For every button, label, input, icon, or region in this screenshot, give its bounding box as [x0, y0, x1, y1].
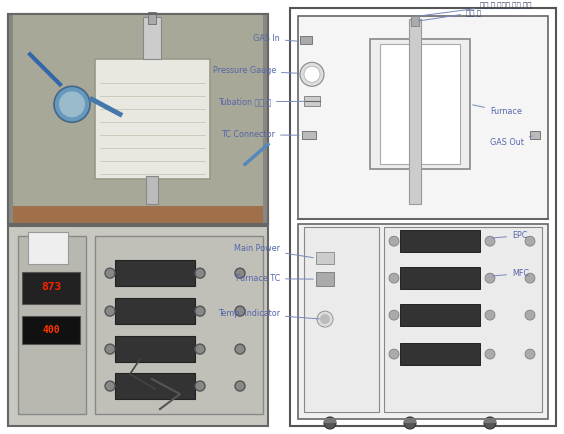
Bar [18, 236, 86, 414]
Circle shape [235, 268, 245, 278]
Text: MFC: MFC [493, 269, 529, 278]
Bar [380, 44, 460, 164]
Circle shape [105, 344, 115, 354]
Circle shape [485, 349, 495, 359]
Bar [316, 272, 334, 286]
Bar [316, 252, 334, 264]
Bar [146, 176, 158, 204]
Bar [148, 13, 156, 24]
Bar [324, 418, 336, 423]
Bar [22, 316, 80, 344]
Bar [8, 14, 268, 224]
Circle shape [389, 349, 399, 359]
Bar [302, 131, 316, 139]
Bar [143, 17, 161, 59]
Text: 400: 400 [42, 325, 60, 335]
Text: Main Power: Main Power [234, 244, 313, 258]
Bar [8, 14, 268, 224]
Circle shape [195, 268, 205, 278]
Circle shape [525, 349, 535, 359]
Circle shape [105, 268, 115, 278]
Bar [8, 14, 13, 224]
Bar [290, 8, 556, 426]
Bar [411, 16, 419, 26]
Circle shape [105, 381, 115, 391]
Circle shape [484, 417, 496, 429]
Bar [400, 304, 480, 326]
Bar [400, 230, 480, 252]
Circle shape [235, 344, 245, 354]
Bar [263, 14, 268, 224]
Text: Tubation 위치 이: Tubation 위치 이 [218, 97, 305, 106]
Bar [409, 20, 421, 204]
Bar [484, 418, 496, 423]
Circle shape [485, 310, 495, 320]
Bar [298, 224, 548, 419]
Circle shape [525, 310, 535, 320]
Circle shape [195, 344, 205, 354]
Circle shape [320, 314, 330, 324]
Bar [8, 14, 268, 224]
Circle shape [389, 310, 399, 320]
Circle shape [304, 66, 320, 82]
Bar [400, 267, 480, 289]
Bar [8, 212, 268, 224]
Bar [22, 272, 80, 304]
Text: Pressure Gauge: Pressure Gauge [213, 66, 297, 76]
Circle shape [300, 62, 324, 86]
Text: EPC: EPC [493, 231, 527, 240]
Circle shape [389, 273, 399, 283]
Bar [384, 227, 542, 412]
Circle shape [235, 306, 245, 316]
Circle shape [195, 381, 205, 391]
Bar [115, 298, 195, 324]
Circle shape [54, 86, 90, 122]
Bar [300, 36, 312, 44]
Bar [8, 226, 268, 426]
Text: TC Connector: TC Connector [221, 130, 299, 139]
Bar [304, 227, 379, 412]
Circle shape [525, 236, 535, 246]
Bar [95, 236, 263, 414]
Text: Furnace TC: Furnace TC [236, 274, 313, 283]
Circle shape [525, 273, 535, 283]
Bar [115, 373, 195, 399]
Bar [400, 343, 480, 365]
Bar [95, 59, 210, 179]
Bar [370, 39, 470, 169]
Bar [28, 232, 68, 264]
Circle shape [389, 236, 399, 246]
Circle shape [317, 311, 333, 327]
Bar [298, 16, 548, 219]
Circle shape [324, 417, 336, 429]
Circle shape [195, 306, 205, 316]
Text: 선봉 기 고정용 채결 지그: 선봉 기 고정용 채결 지그 [418, 1, 531, 16]
Text: Temp. Indicator: Temp. Indicator [218, 309, 319, 319]
Circle shape [485, 236, 495, 246]
Text: Furnace: Furnace [473, 105, 522, 116]
Circle shape [404, 417, 416, 429]
Text: GAS In: GAS In [253, 34, 297, 43]
Bar [304, 96, 320, 106]
Bar [404, 418, 416, 423]
Text: GAS Out: GAS Out [490, 136, 532, 147]
Bar [8, 206, 268, 224]
Text: 전봉 기: 전봉 기 [418, 10, 481, 21]
Circle shape [59, 91, 85, 117]
Circle shape [105, 306, 115, 316]
Bar [530, 131, 540, 139]
Circle shape [235, 381, 245, 391]
Bar [115, 260, 195, 286]
Bar [115, 336, 195, 362]
Circle shape [485, 273, 495, 283]
Text: 873: 873 [41, 282, 61, 292]
